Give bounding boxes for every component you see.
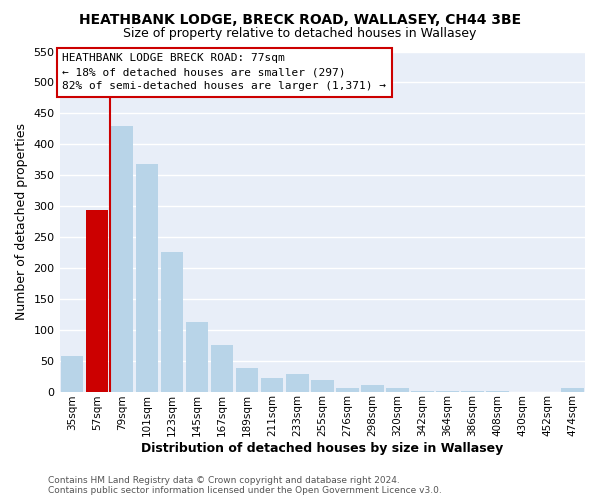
Bar xyxy=(286,374,308,392)
Bar xyxy=(111,126,133,392)
Bar xyxy=(411,391,434,392)
Bar xyxy=(186,322,208,392)
Bar xyxy=(211,344,233,392)
Text: Size of property relative to detached houses in Wallasey: Size of property relative to detached ho… xyxy=(124,28,476,40)
Text: HEATHBANK LODGE BRECK ROAD: 77sqm
← 18% of detached houses are smaller (297)
82%: HEATHBANK LODGE BRECK ROAD: 77sqm ← 18% … xyxy=(62,53,386,91)
Bar xyxy=(86,210,109,392)
Bar xyxy=(361,384,383,392)
Bar xyxy=(461,391,484,392)
Bar xyxy=(486,391,509,392)
Bar xyxy=(261,378,283,392)
Text: Contains public sector information licensed under the Open Government Licence v3: Contains public sector information licen… xyxy=(48,486,442,495)
Bar xyxy=(436,391,458,392)
Text: HEATHBANK LODGE, BRECK ROAD, WALLASEY, CH44 3BE: HEATHBANK LODGE, BRECK ROAD, WALLASEY, C… xyxy=(79,12,521,26)
Y-axis label: Number of detached properties: Number of detached properties xyxy=(15,123,28,320)
Bar xyxy=(161,252,184,392)
Bar xyxy=(236,368,259,392)
Bar xyxy=(136,164,158,392)
Bar xyxy=(386,388,409,392)
X-axis label: Distribution of detached houses by size in Wallasey: Distribution of detached houses by size … xyxy=(141,442,503,455)
Bar xyxy=(311,380,334,392)
Bar xyxy=(336,388,359,392)
Text: Contains HM Land Registry data © Crown copyright and database right 2024.: Contains HM Land Registry data © Crown c… xyxy=(48,476,400,485)
Bar xyxy=(561,388,584,392)
Bar xyxy=(61,356,83,392)
